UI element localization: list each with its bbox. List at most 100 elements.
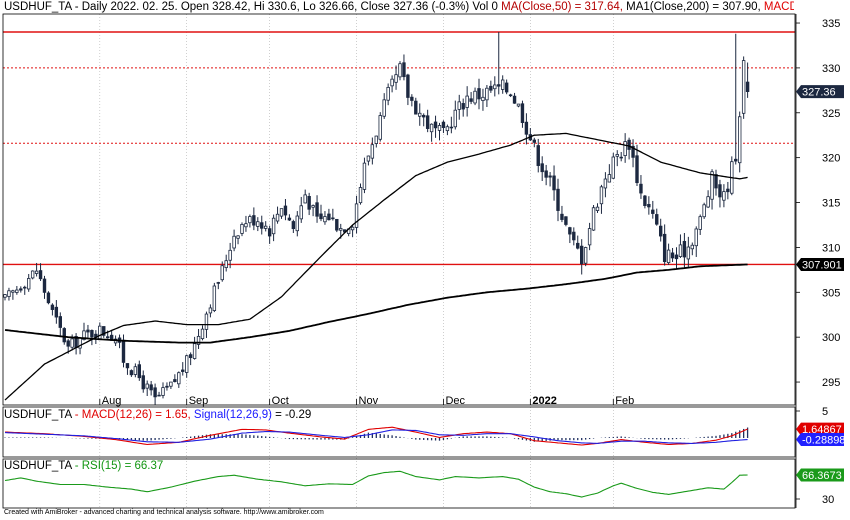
candle-down xyxy=(441,121,446,129)
x-axis-labels: Aug Sep Oct Nov Dec 2022 Feb xyxy=(99,395,634,407)
candle-down xyxy=(315,202,319,217)
candle-down xyxy=(141,375,145,390)
signal-value-tag: -0.28898 xyxy=(796,433,845,447)
candle-down xyxy=(580,245,584,265)
y-tick-label: 320 xyxy=(822,153,840,165)
candle-up xyxy=(70,338,74,348)
ma50-line xyxy=(4,132,748,401)
candle-down xyxy=(410,96,414,101)
candle-up xyxy=(236,235,240,239)
candle-up xyxy=(358,187,363,204)
candle-up xyxy=(457,101,461,110)
candle-up xyxy=(473,90,477,104)
candle-up xyxy=(678,244,683,257)
candle-down xyxy=(662,233,667,263)
symbol-label: USDHUF_TA xyxy=(4,1,72,13)
footer-credit: Created with AmiBroker - advanced charti… xyxy=(4,509,324,516)
candle-down xyxy=(283,205,288,216)
tag-label: 307.901 xyxy=(802,259,842,271)
candle-up xyxy=(374,135,378,144)
signal-line xyxy=(4,429,748,444)
candle-down xyxy=(682,240,687,258)
candle-up xyxy=(710,171,714,200)
candle-up xyxy=(370,144,375,159)
candle-up xyxy=(256,221,260,227)
candle-down xyxy=(572,231,576,241)
candle-up xyxy=(394,74,398,83)
candle-up xyxy=(741,60,746,114)
candle-up xyxy=(686,246,691,260)
candle-down xyxy=(631,145,635,158)
y-axis: 295 300 305 310 315 320 325 330 335 5 30 327.36 307.… xyxy=(796,18,845,506)
candle-down xyxy=(86,329,90,333)
y-tick-label: 335 xyxy=(822,18,840,30)
candle-down xyxy=(635,155,639,184)
candle-up xyxy=(378,115,382,140)
candle-down xyxy=(149,384,153,391)
candle-up xyxy=(493,84,497,90)
candle-up xyxy=(34,270,39,274)
candle-down xyxy=(129,370,134,376)
candle-down xyxy=(540,163,544,173)
candle-down xyxy=(726,188,730,193)
candle-down xyxy=(406,74,410,98)
tag-label: 327.36 xyxy=(802,87,836,99)
candle-up xyxy=(192,343,197,359)
candle-down xyxy=(46,292,51,304)
candle-up xyxy=(23,286,27,289)
ma50-label: MA(Close,50) = 317.64, xyxy=(501,1,623,13)
candle-up xyxy=(418,112,422,117)
candle-up xyxy=(516,103,521,107)
y-tick-label: 310 xyxy=(822,242,840,254)
candle-down xyxy=(90,330,94,338)
candle-up xyxy=(366,155,371,162)
candle-down xyxy=(619,156,623,159)
candle-up xyxy=(30,270,35,279)
y-tick-label: 305 xyxy=(822,287,840,299)
candle-down xyxy=(291,221,296,230)
candle-down xyxy=(327,213,331,221)
candle-up xyxy=(587,228,592,246)
macd-line xyxy=(5,426,748,446)
candle-down xyxy=(19,288,23,291)
candle-up xyxy=(398,63,402,78)
candle-up xyxy=(437,125,442,131)
candle-up xyxy=(583,247,588,264)
candle-up xyxy=(169,381,173,387)
candle-up xyxy=(465,95,469,108)
candle-up xyxy=(82,330,86,341)
vertical-gridlines xyxy=(99,14,614,508)
price-pane-title: USDHUF_TA - Daily 2022. 02. 25. Open 328… xyxy=(4,1,794,13)
candle-up xyxy=(666,249,671,263)
candle-down xyxy=(307,196,311,210)
tag-background xyxy=(796,422,844,436)
candle-up xyxy=(263,225,268,229)
candle-down xyxy=(469,98,473,102)
y-tick-label: 330 xyxy=(822,63,840,75)
candle-down xyxy=(560,213,564,220)
candle-up xyxy=(595,206,600,211)
rsi-value-tag: 66.3673 xyxy=(796,468,844,482)
candle-up xyxy=(690,244,694,250)
candle-down xyxy=(425,115,430,129)
candle-up xyxy=(485,87,489,101)
candle-up xyxy=(212,285,217,311)
candle-up xyxy=(362,162,367,190)
candle-up xyxy=(323,216,327,223)
candle-down xyxy=(576,242,580,249)
candle-up xyxy=(738,116,742,164)
rsi-pane-frame xyxy=(2,458,796,509)
candle-down xyxy=(188,354,193,359)
candle-down xyxy=(568,227,572,235)
candle-up xyxy=(271,217,276,235)
candle-down xyxy=(102,326,106,336)
ma200-line xyxy=(4,263,748,344)
macd-tick-label: 5 xyxy=(822,406,828,418)
candle-down xyxy=(287,217,292,221)
candle-down xyxy=(504,82,509,93)
candle-up xyxy=(279,208,284,217)
signal-label: Signal(12,26,9) xyxy=(190,409,272,421)
candle-down xyxy=(335,218,339,231)
x-tick-label: Dec xyxy=(445,395,465,407)
